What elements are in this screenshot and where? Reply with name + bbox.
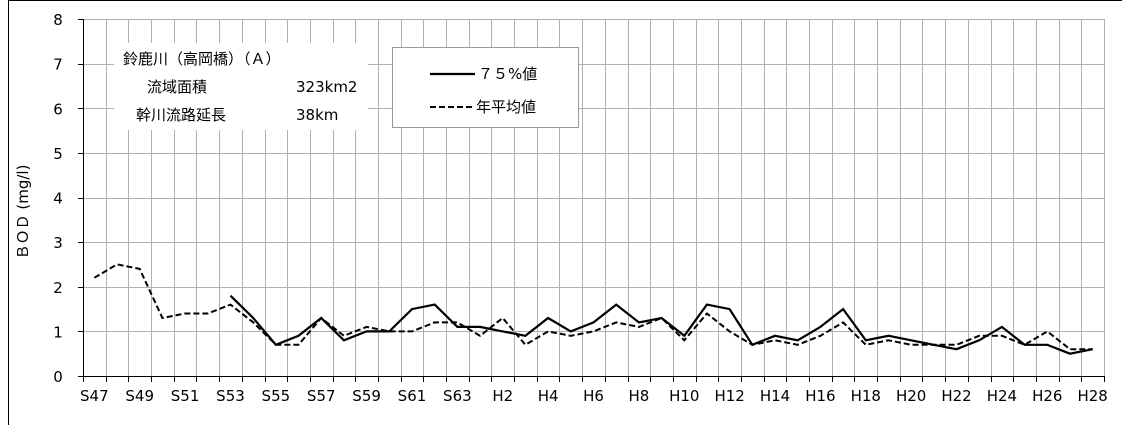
x-tick-label: S59 [352,387,381,405]
y-tick-label: 5 [53,145,63,163]
x-tick-label: S47 [80,387,109,405]
legend-label-mean: 年平均値 [476,98,536,116]
x-tick-label: S51 [171,387,200,405]
x-tick-label: H22 [941,387,971,405]
x-tick-label: H4 [538,387,559,405]
y-tick-label: 2 [53,279,63,297]
y-tick-labels: 0 1 2 3 4 5 6 7 8 [53,11,63,386]
y-tick-label: 8 [53,11,63,29]
x-tick-labels: S47 S49 S51 S53 S55 S57 S59 S61 S63 H2 H4 H6 H8 H10 H1… [80,387,1108,405]
x-tick-label: H26 [1032,387,1062,405]
x-tick-label: H16 [805,387,835,405]
x-tick-label: H24 [987,387,1017,405]
axes [78,19,1105,382]
y-tick-label: 4 [53,190,63,208]
x-tick-label: S63 [443,387,472,405]
x-tick-label: S55 [262,387,291,405]
y-axis-label: ＢＯＤ (mg/l) [14,165,32,260]
info-length-label: 幹川流路延長 [136,106,226,124]
x-tick-label: S49 [125,387,154,405]
x-tick-label: H12 [714,387,744,405]
x-tick-label: H8 [628,387,649,405]
legend: ７５%値 年平均値 [392,47,579,128]
info-river-name: 鈴鹿川（高岡橋）（Ａ） [123,50,281,68]
x-tick-label: H14 [760,387,790,405]
series-line-75-percent [229,294,1093,355]
info-area-value: 323km2 [296,78,357,96]
y-tick-label: 3 [53,234,63,252]
x-tick-label: H10 [669,387,699,405]
info-area-label: 流域面積 [147,78,207,96]
legend-frame [392,47,579,128]
x-tick-label: S61 [398,387,427,405]
x-tick-label: S57 [307,387,336,405]
info-length-value: 38km [296,106,338,124]
y-tick-label: 0 [53,368,63,386]
x-tick-label: H2 [492,387,513,405]
y-tick-label: 6 [53,100,63,118]
x-tick-label: H20 [896,387,926,405]
y-tick-label: 7 [53,56,63,74]
x-tick-label: H6 [583,387,604,405]
x-tick-label: H28 [1077,387,1107,405]
series [93,263,1093,355]
info-box: 鈴鹿川（高岡橋）（Ａ） 流域面積 323km2 幹川流路延長 38km [114,43,368,130]
series-line-annual-mean [93,263,1093,351]
x-tick-label: S53 [216,387,245,405]
y-tick-label: 1 [53,323,63,341]
x-tick-label: H18 [851,387,881,405]
legend-label-75: ７５%値 [478,65,537,83]
info-box-frame [114,43,368,130]
